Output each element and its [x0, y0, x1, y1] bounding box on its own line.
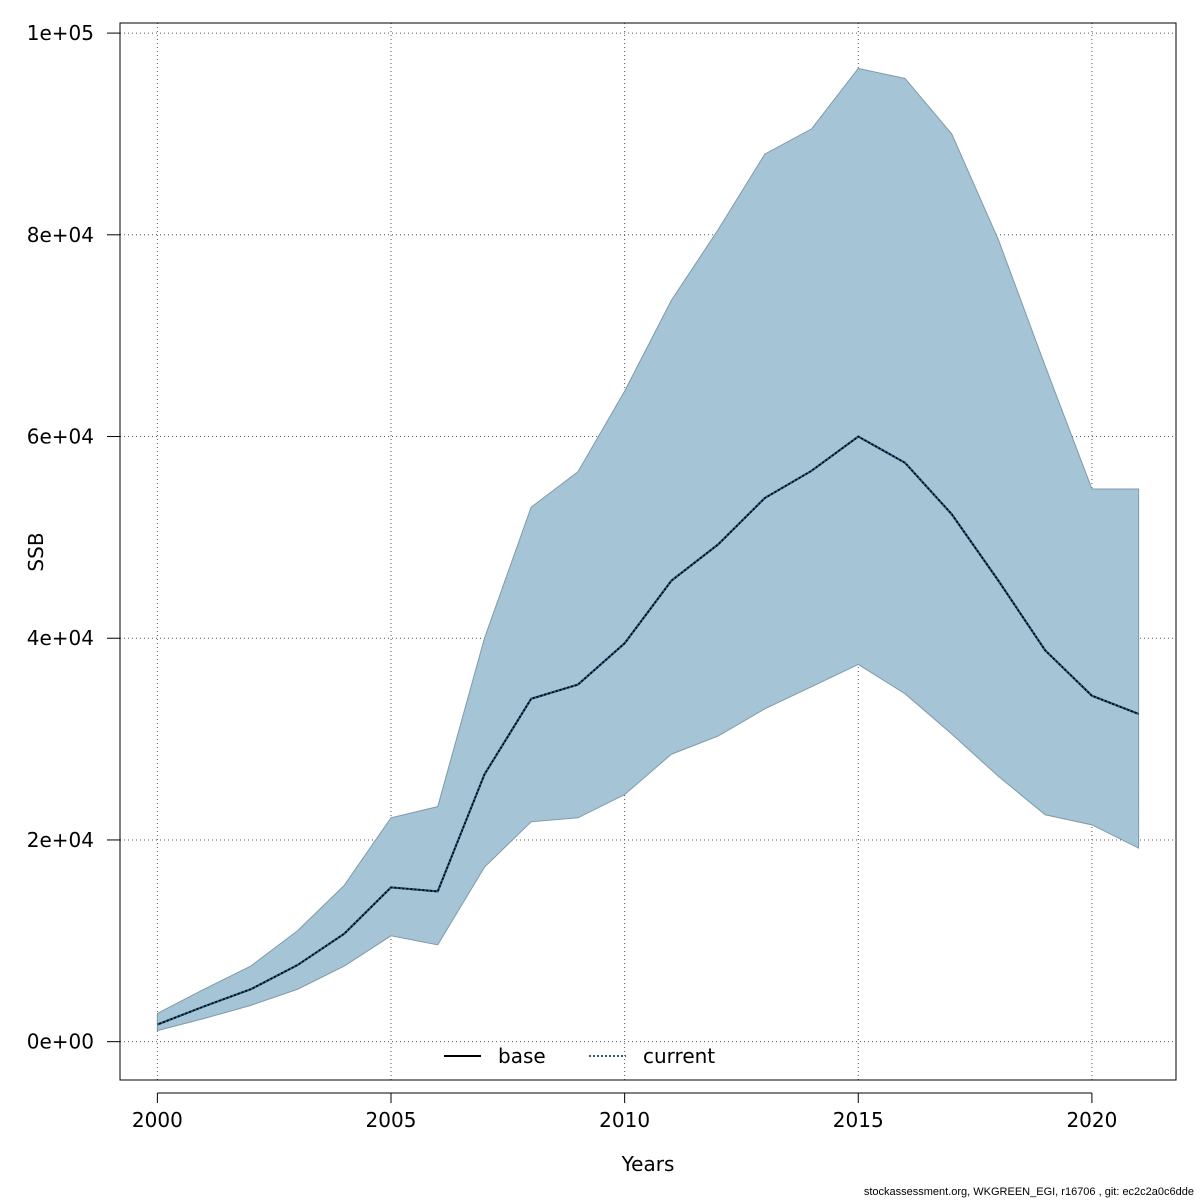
legend-label-base: base	[498, 1044, 546, 1068]
y-tick-label: 2e+04	[27, 828, 94, 852]
plot-frame	[119, 22, 1177, 1081]
confidence-band-layer	[156, 67, 1140, 1032]
x-axis-title: Years	[621, 1152, 675, 1176]
y-tick-label: 6e+04	[27, 425, 94, 449]
x-tick-label: 2010	[599, 1108, 650, 1132]
footer-credit: stockassessment.org, WKGREEN_EGI, r16706…	[863, 1186, 1194, 1198]
confidence-band	[156, 67, 1140, 1032]
legend-label-current: current	[643, 1044, 715, 1068]
y-axis-title: SSB	[24, 532, 48, 571]
x-tick-label: 2015	[833, 1108, 884, 1132]
y-tick-label: 8e+04	[27, 223, 94, 247]
series-layer	[157, 435, 1139, 1026]
y-tick-label: 1e+05	[27, 21, 94, 45]
x-tick-label: 2020	[1066, 1108, 1117, 1132]
series-line-current	[157, 435, 1139, 1026]
y-axis: 0e+00 2e+04 4e+04 6e+04 8e+04 1e+05	[27, 21, 120, 1054]
legend: base current	[444, 1044, 715, 1068]
x-axis: 2000 2005 2010 2015 2020	[132, 1092, 1117, 1132]
y-tick-label: 4e+04	[27, 626, 94, 650]
y-tick-label: 0e+00	[27, 1030, 94, 1054]
x-tick-label: 2000	[132, 1108, 183, 1132]
x-tick-label: 2005	[366, 1108, 417, 1132]
